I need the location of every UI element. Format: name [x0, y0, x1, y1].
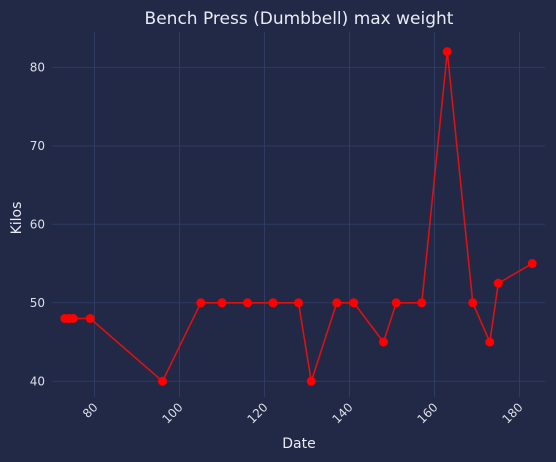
y-tick-label: 60 [30, 217, 45, 231]
x-tick-label: 100 [160, 400, 186, 426]
data-point [379, 338, 388, 347]
y-axis-label: Kilos [9, 202, 25, 235]
data-point [443, 47, 452, 56]
grid [52, 32, 545, 397]
x-axis-ticks: 80 100 120 140 160 180 [80, 400, 526, 426]
y-tick-label: 70 [30, 139, 45, 153]
data-point [528, 259, 537, 268]
data-point [86, 314, 95, 323]
chart-title: Bench Press (Dumbbell) max weight [145, 9, 454, 29]
x-tick-label: 160 [415, 400, 441, 426]
data-point [392, 298, 401, 307]
x-tick-label: 140 [330, 400, 356, 426]
y-tick-label: 80 [30, 60, 45, 74]
data-point [494, 279, 503, 288]
series-line [65, 52, 533, 382]
data-point [307, 377, 316, 386]
data-point [468, 298, 477, 307]
series-group [60, 47, 537, 386]
y-tick-label: 40 [30, 374, 45, 388]
data-point [485, 338, 494, 347]
y-axis-ticks: 40 50 60 70 80 [30, 60, 45, 388]
data-point [332, 298, 341, 307]
x-tick-label: 180 [500, 400, 526, 426]
data-point [417, 298, 426, 307]
data-point [349, 298, 358, 307]
data-point [218, 298, 227, 307]
y-tick-label: 50 [30, 296, 45, 310]
x-tick-label: 120 [245, 400, 271, 426]
data-point [69, 314, 78, 323]
data-point [243, 298, 252, 307]
data-point [294, 298, 303, 307]
data-point [196, 298, 205, 307]
x-axis-label: Date [282, 436, 315, 452]
data-point [158, 377, 167, 386]
data-point [269, 298, 278, 307]
x-tick-label: 80 [80, 400, 101, 421]
